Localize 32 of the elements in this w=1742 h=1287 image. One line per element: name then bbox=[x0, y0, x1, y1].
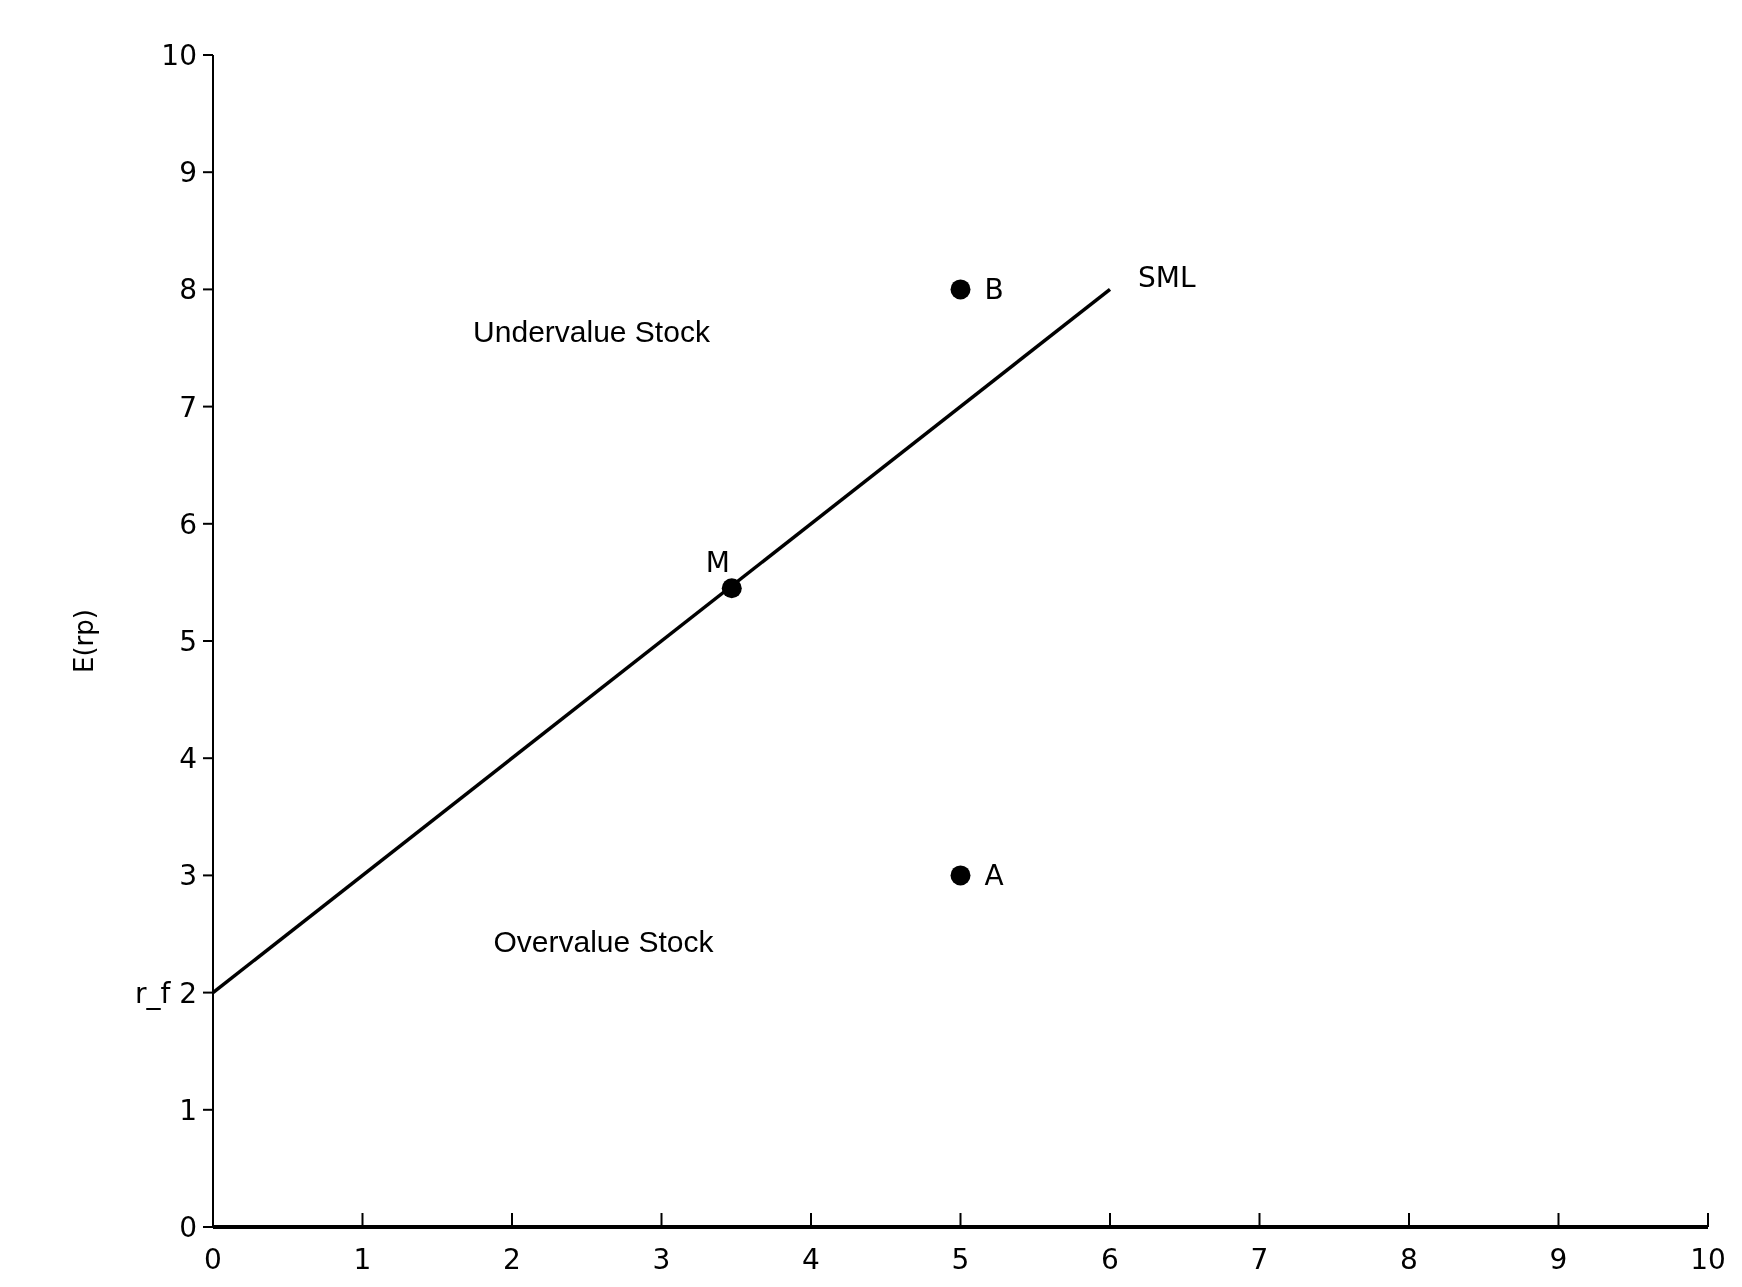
x-tick-label: 7 bbox=[1250, 1243, 1269, 1276]
y-tick-label: 9 bbox=[179, 156, 197, 190]
data-label: A bbox=[984, 859, 1004, 893]
point bbox=[950, 865, 971, 886]
y-tick-label: 8 bbox=[179, 273, 197, 307]
x-tick-label: 3 bbox=[652, 1243, 671, 1276]
y-tick-label: 6 bbox=[179, 507, 197, 541]
y-tick-label: 1 bbox=[179, 1093, 197, 1127]
data-label: B bbox=[984, 273, 1004, 307]
y-tick-label: 7 bbox=[179, 390, 197, 424]
x-tick-label: 8 bbox=[1400, 1243, 1418, 1276]
series-label: SML bbox=[1138, 261, 1196, 295]
annotation: Undervalue Stock bbox=[473, 315, 711, 349]
y-axis-title: E(rp) bbox=[69, 609, 99, 673]
y-tick-label: 5 bbox=[179, 625, 197, 658]
annotation: Overvalue Stock bbox=[493, 924, 715, 958]
y-tick-label: 10 bbox=[161, 39, 197, 72]
point bbox=[721, 578, 742, 599]
x-tick-label: 0 bbox=[204, 1243, 222, 1276]
y-tick-label: 0 bbox=[179, 1211, 197, 1244]
y-tick-label: 4 bbox=[179, 742, 197, 776]
x-tick-label: 4 bbox=[802, 1243, 820, 1276]
point bbox=[950, 279, 971, 300]
x-tick-label: 10 bbox=[1690, 1243, 1726, 1276]
data-label: M bbox=[705, 546, 730, 580]
x-tick-label: 2 bbox=[503, 1243, 521, 1276]
x-tick-label: 1 bbox=[353, 1243, 372, 1276]
x-tick-label: 9 bbox=[1549, 1243, 1568, 1276]
x-tick-label: 5 bbox=[951, 1243, 970, 1276]
y-tick-label: 3 bbox=[179, 859, 197, 893]
y-tick-label: r_f 2 bbox=[134, 976, 197, 1010]
x-tick-label: 6 bbox=[1101, 1243, 1119, 1276]
